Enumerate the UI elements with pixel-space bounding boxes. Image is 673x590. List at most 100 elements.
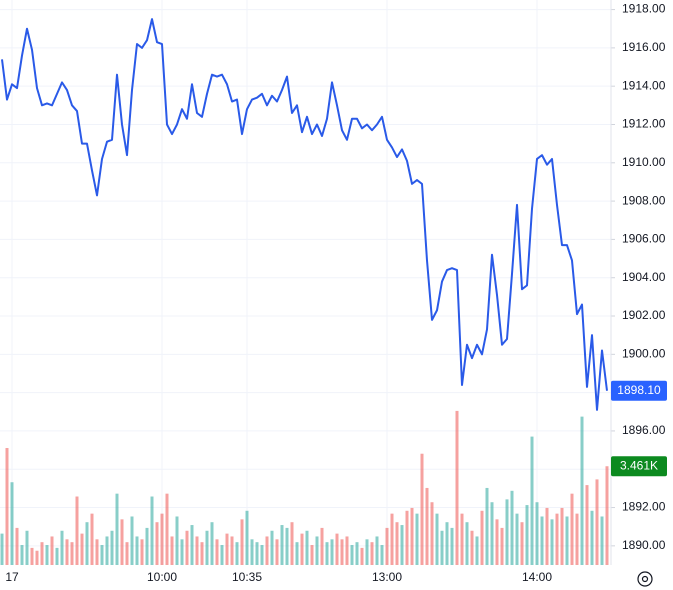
volume-bar: [255, 542, 259, 565]
volume-bar: [275, 539, 279, 565]
volume-bar: [250, 539, 254, 565]
volume-bar: [340, 539, 344, 565]
volume-bar: [180, 539, 184, 565]
volume-bar: [330, 539, 334, 565]
volume-bar: [400, 525, 404, 565]
axes: 1890.001892.001894.001896.001898.001900.…: [5, 0, 667, 584]
price-layer: [1, 18, 608, 411]
x-tick-label: 10:00: [147, 570, 177, 584]
volume-bar: [105, 536, 109, 565]
volume-bar: [515, 513, 519, 565]
volume-bar: [175, 516, 179, 565]
price-tag: [611, 380, 667, 401]
volume-bar: [85, 522, 89, 565]
volume-bar: [80, 533, 84, 565]
volume-bar: [220, 545, 224, 565]
y-tick-label: 1902.00: [622, 308, 666, 322]
volume-bar: [230, 536, 234, 565]
volume-bar: [190, 525, 194, 565]
volume-bar: [10, 482, 14, 565]
y-tick-label: 1900.00: [622, 346, 666, 360]
volume-bar: [65, 539, 69, 565]
settings-button[interactable]: [637, 571, 653, 587]
volume-bar: [335, 533, 339, 565]
volume-bar: [70, 542, 74, 565]
volume-bar: [305, 530, 309, 565]
volume-bar: [345, 536, 349, 565]
volume-bar: [415, 513, 419, 565]
volume-bar: [185, 530, 189, 565]
y-tick-label: 1914.00: [622, 78, 666, 92]
volume-bar: [510, 490, 514, 565]
volume-bar: [200, 542, 204, 565]
volume-bar: [480, 510, 484, 565]
volume-bar: [355, 542, 359, 565]
volume-bar: [135, 536, 139, 565]
volume-bar: [245, 510, 249, 565]
volume-bar: [430, 502, 434, 565]
y-tick-label: 1910.00: [622, 155, 666, 169]
volume-bar: [110, 530, 114, 565]
volume-bar: [40, 542, 44, 565]
volume-bar: [490, 502, 494, 565]
grid: [0, 0, 611, 565]
volume-bar: [45, 545, 49, 565]
volume-bar: [240, 519, 244, 565]
x-tick-label: 17: [5, 570, 19, 584]
volume-bar: [455, 410, 459, 565]
volume-bar: [555, 513, 559, 565]
volume-bar: [75, 496, 79, 565]
volume-bar: [155, 522, 159, 565]
y-tick-label: 1904.00: [622, 270, 666, 284]
volume-bar: [310, 545, 314, 565]
price-line: [1, 18, 608, 411]
y-tick-label: 1916.00: [622, 40, 666, 54]
volume-bar: [140, 539, 144, 565]
volume-bar: [530, 436, 534, 565]
volume-bar: [100, 545, 104, 565]
volume-bar: [0, 533, 4, 565]
volume-bar: [25, 530, 29, 565]
settings-icon[interactable]: [637, 571, 653, 587]
volume-bar: [395, 522, 399, 565]
volume-bar: [315, 536, 319, 565]
x-tick-label: 14:00: [522, 570, 552, 584]
volume-bar: [350, 545, 354, 565]
volume-bar: [260, 545, 264, 565]
volume-bar: [20, 545, 24, 565]
volume-bar: [115, 493, 119, 565]
volume-bar: [405, 510, 409, 565]
price-tag-label: 1898.10: [617, 383, 661, 397]
volume-bar: [485, 487, 489, 565]
x-tick-label: 13:00: [372, 570, 402, 584]
volume-bar: [215, 539, 219, 565]
volume-bar: [365, 539, 369, 565]
volume-bar: [360, 547, 364, 565]
volume-bar: [600, 516, 604, 565]
volume-bar: [590, 510, 594, 565]
volume-bar: [375, 536, 379, 565]
volume-tag-label: 3.461K: [620, 458, 658, 472]
y-tick-label: 1890.00: [622, 538, 666, 552]
volume-bar: [295, 542, 299, 565]
volume-bar: [540, 516, 544, 565]
volume-bar: [145, 527, 149, 565]
volume-tag: [611, 456, 667, 477]
volume-bar: [35, 550, 39, 565]
volume-bar: [425, 487, 429, 565]
volume-bar: [285, 527, 289, 565]
volume-bar: [280, 525, 284, 565]
volume-bar: [55, 547, 59, 565]
volume-bar: [300, 533, 304, 565]
volume-bar: [60, 530, 64, 565]
volume-bar: [150, 496, 154, 565]
volume-bar: [5, 448, 9, 565]
y-tick-label: 1908.00: [622, 193, 666, 207]
volume-bar: [95, 539, 99, 565]
volume-bar: [595, 479, 599, 565]
volume-bar: [385, 527, 389, 565]
volume-bar: [450, 527, 454, 565]
settings-icon-core[interactable]: [641, 575, 649, 583]
volume-bar: [495, 519, 499, 565]
volume-bar: [545, 507, 549, 565]
